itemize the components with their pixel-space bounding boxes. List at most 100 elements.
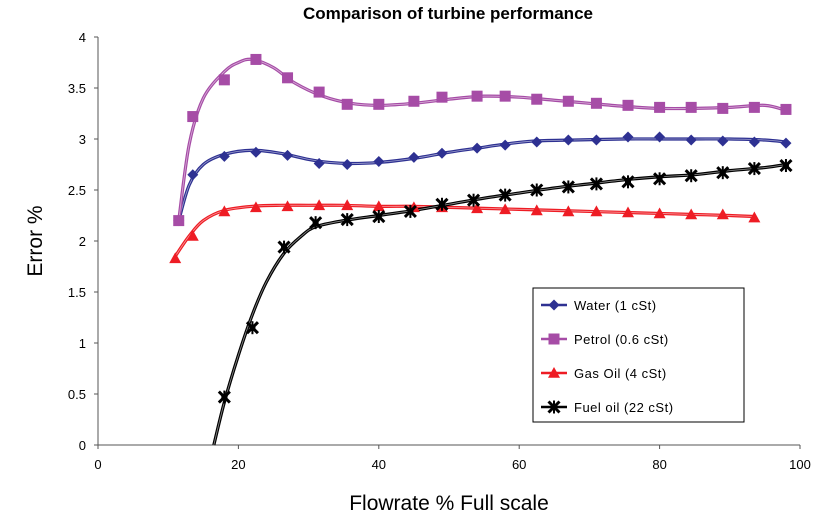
marker-triangle bbox=[372, 200, 385, 212]
marker-triangle bbox=[313, 199, 326, 211]
marker-diamond bbox=[780, 137, 792, 149]
x-tick-label: 80 bbox=[652, 457, 666, 472]
marker-square bbox=[218, 74, 230, 86]
marker-square bbox=[499, 90, 511, 102]
marker-square bbox=[531, 93, 543, 105]
marker-triangle bbox=[186, 229, 199, 241]
marker-triangle bbox=[499, 203, 512, 215]
marker-diamond bbox=[622, 131, 634, 143]
marker-star bbox=[277, 240, 291, 254]
legend-label: Water (1 cSt) bbox=[574, 298, 657, 313]
marker-triangle bbox=[590, 205, 603, 217]
marker-square bbox=[341, 98, 353, 110]
marker-triangle bbox=[530, 204, 543, 216]
marker-triangle bbox=[249, 201, 262, 213]
y-tick-label: 3 bbox=[79, 132, 86, 147]
marker-star bbox=[779, 158, 793, 173]
marker-square bbox=[250, 53, 262, 65]
fit-curve-highlight bbox=[213, 164, 787, 446]
marker-square bbox=[173, 215, 185, 227]
marker-star bbox=[653, 172, 667, 186]
x-tick-label: 60 bbox=[512, 457, 526, 472]
y-tick-label: 0 bbox=[79, 438, 86, 453]
marker-square bbox=[562, 95, 574, 107]
marker-triangle bbox=[218, 205, 231, 217]
series-markers bbox=[217, 158, 793, 404]
marker-triangle bbox=[169, 252, 182, 264]
marker-diamond bbox=[590, 134, 602, 146]
marker-square bbox=[748, 101, 760, 113]
marker-triangle bbox=[562, 205, 575, 217]
marker-square bbox=[282, 72, 294, 84]
marker-star bbox=[589, 177, 603, 191]
marker-square bbox=[717, 102, 729, 114]
marker-star bbox=[217, 390, 231, 404]
legend-item: Fuel oil (22 cSt) bbox=[541, 400, 674, 415]
fit-curve-highlight bbox=[178, 138, 786, 221]
series-markers bbox=[173, 131, 792, 227]
marker-star bbox=[621, 175, 635, 189]
chart-title: Comparison of turbine performance bbox=[303, 4, 593, 23]
fit-curve-line bbox=[173, 203, 755, 258]
marker-diamond bbox=[748, 136, 760, 148]
legend-label: Gas Oil (4 cSt) bbox=[574, 366, 667, 381]
marker-triangle bbox=[653, 207, 666, 219]
marker-diamond bbox=[341, 159, 353, 170]
marker-triangle bbox=[622, 206, 635, 218]
marker-diamond bbox=[282, 149, 294, 161]
marker-star bbox=[716, 166, 730, 180]
marker-square bbox=[373, 98, 385, 110]
x-axis-label: Flowrate % Full scale bbox=[349, 492, 549, 515]
marker-triangle bbox=[341, 199, 354, 211]
marker-diamond bbox=[531, 136, 543, 148]
marker-diamond bbox=[562, 134, 574, 146]
x-tick-label: 0 bbox=[94, 457, 101, 472]
legend-label: Fuel oil (22 cSt) bbox=[574, 400, 674, 415]
marker-star bbox=[245, 321, 260, 335]
y-tick-label: 3.5 bbox=[68, 81, 86, 96]
marker-triangle bbox=[716, 208, 729, 220]
marker-star bbox=[547, 400, 561, 414]
marker-star bbox=[498, 188, 512, 202]
marker-diamond bbox=[499, 139, 511, 151]
marker-star bbox=[340, 213, 354, 227]
marker-star bbox=[467, 193, 481, 207]
marker-square bbox=[590, 97, 602, 109]
marker-diamond bbox=[187, 169, 199, 181]
y-tick-label: 1.5 bbox=[68, 285, 86, 300]
series-markers bbox=[173, 53, 792, 227]
x-tick-label: 20 bbox=[231, 457, 245, 472]
marker-diamond bbox=[408, 151, 420, 163]
marker-star bbox=[403, 204, 417, 218]
marker-star bbox=[372, 209, 386, 224]
y-tick-label: 2.5 bbox=[68, 183, 86, 198]
axes: 0 0.5 1 1.5 2 2.5 3 3.5 4 0 20 40 60 80 100 bbox=[68, 30, 811, 472]
marker-diamond bbox=[373, 155, 385, 167]
y-tick-label: 1 bbox=[79, 336, 86, 351]
marker-square bbox=[187, 111, 199, 123]
marker-diamond bbox=[654, 131, 666, 143]
marker-triangle bbox=[471, 202, 484, 214]
marker-triangle bbox=[685, 208, 698, 220]
marker-square bbox=[548, 333, 560, 345]
marker-diamond bbox=[685, 134, 697, 146]
y-ticks: 0 0.5 1 1.5 2 2.5 3 3.5 4 bbox=[68, 30, 98, 453]
marker-square bbox=[654, 101, 666, 113]
legend-item: Petrol (0.6 cSt) bbox=[541, 332, 668, 347]
y-tick-label: 0.5 bbox=[68, 387, 86, 402]
marker-star bbox=[684, 169, 698, 183]
marker-diamond bbox=[717, 135, 729, 147]
marker-diamond bbox=[250, 146, 262, 158]
legend-box bbox=[532, 287, 745, 423]
legend-item: Water (1 cSt) bbox=[541, 298, 657, 313]
marker-triangle bbox=[281, 200, 294, 212]
marker-square bbox=[408, 95, 420, 107]
marker-diamond bbox=[471, 142, 483, 154]
legend: Water (1 cSt) Petrol (0.6 cSt) Gas Oil (4 … bbox=[532, 287, 745, 423]
data-markers bbox=[169, 53, 793, 404]
marker-triangle bbox=[548, 367, 560, 378]
marker-diamond bbox=[548, 299, 560, 311]
marker-square bbox=[622, 99, 634, 111]
marker-star bbox=[747, 162, 761, 176]
